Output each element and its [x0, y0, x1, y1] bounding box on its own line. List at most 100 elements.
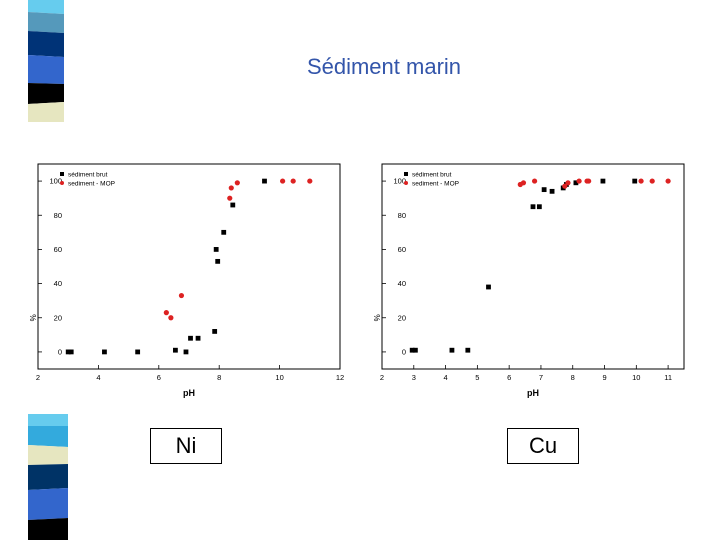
ni-y-tick-label: 20: [54, 313, 62, 322]
ni-x-tick-label: 4: [96, 373, 100, 382]
cu-point-brut: [536, 204, 542, 210]
chart-cu: 2 3 4 5 6 7 8 9 10 11 0 20 40 60 80 100 pH% sédiment brut…: [373, 163, 685, 398]
ni-legend-marker: [60, 181, 64, 185]
ni-legend-label: sediment - MOP: [68, 181, 115, 188]
deco-block: [28, 414, 68, 426]
cu-point-brut: [632, 178, 638, 184]
ni-point-mop: [168, 315, 174, 321]
cu-point-brut: [412, 347, 418, 353]
cu-point-brut: [486, 284, 491, 290]
deco-block: [28, 426, 68, 447]
ni-x-tick-label: 2: [36, 373, 40, 382]
deco-block: [28, 0, 64, 14]
cu-point-brut: [573, 180, 579, 186]
ni-point-brut: [195, 335, 201, 341]
ni-x-tick-label: 10: [275, 373, 283, 382]
ni-point-mop: [178, 292, 185, 299]
ni-x-tick-label: 6: [157, 373, 161, 382]
cu-x-tick-label: 8: [571, 373, 575, 382]
cu-point-mop: [649, 178, 655, 184]
deco-block: [28, 102, 64, 122]
chart-ni: 2 4 6 8 10 12 0 20 40 60 80 100 pH% sédiment brut sedi…: [29, 163, 344, 398]
ni-y-tick-label: 60: [54, 245, 62, 254]
cu-x-tick-label: 6: [507, 373, 511, 382]
deco-block: [28, 12, 64, 33]
cu-legend-marker: [404, 181, 408, 185]
ni-point-mop: [228, 185, 234, 191]
cu-point-mop: [638, 178, 644, 184]
cu-x-tick-label: 4: [443, 373, 447, 382]
ni-point-mop: [234, 180, 240, 186]
cu-y-tick-label: 20: [398, 313, 406, 322]
ni-point-mop: [290, 178, 296, 184]
ni-y-tick-label: 80: [54, 211, 62, 220]
ni-point-mop: [307, 178, 313, 184]
slide-title: Sédiment marin: [306, 54, 462, 79]
cu-x-tick-label: 10: [632, 373, 640, 382]
deco-block: [28, 445, 68, 465]
cu-y-tick-label: 40: [398, 279, 406, 288]
deco-block: [28, 518, 68, 540]
cu-x-axis-label: pH: [527, 388, 539, 398]
cu-x-tick-label: 2: [380, 373, 384, 382]
ni-plot-frame: [37, 163, 341, 370]
ni-y-axis-label: %: [29, 314, 38, 321]
cu-point-brut: [600, 178, 606, 184]
ni-point-brut: [68, 349, 74, 355]
cu-legend-label: sediment - MOP: [412, 181, 459, 188]
decorative-blocks-bottom: [28, 414, 68, 540]
ni-x-axis-label: pH: [183, 388, 195, 398]
cu-legend-marker: [404, 172, 408, 176]
deco-block: [28, 31, 64, 57]
ni-x-tick-label: 8: [217, 373, 221, 382]
ni-y-tick-label: 40: [54, 279, 62, 288]
ni-point-brut: [102, 349, 107, 355]
label-ni: Ni: [150, 428, 222, 464]
ni-point-brut: [230, 202, 236, 208]
ni-point-brut: [221, 229, 227, 235]
decorative-blocks-top: [28, 0, 64, 122]
deco-block: [28, 488, 68, 520]
cu-plot-frame: [381, 163, 685, 370]
cu-point-mop: [562, 183, 568, 189]
cu-point-mop: [531, 178, 538, 184]
cu-point-brut: [449, 347, 455, 353]
cu-x-tick-label: 5: [475, 373, 479, 382]
cu-point-mop: [520, 180, 527, 186]
ni-point-mop: [280, 178, 286, 184]
ni-point-brut: [213, 247, 219, 252]
ni-point-brut: [215, 258, 221, 264]
ni-point-brut: [135, 349, 141, 355]
ni-y-tick-label: 100: [49, 177, 62, 186]
cu-point-mop: [565, 180, 571, 186]
cu-point-mop: [586, 178, 592, 184]
ni-x-tick-label: 12: [336, 373, 344, 382]
ni-point-brut: [65, 349, 71, 355]
cu-x-tick-label: 9: [602, 373, 606, 382]
cu-x-tick-label: 11: [664, 373, 672, 382]
ni-y-tick-label: 0: [58, 347, 62, 356]
cu-point-brut: [549, 188, 555, 194]
cu-point-mop: [576, 178, 582, 184]
cu-legend-label: sédiment brut: [412, 172, 452, 179]
deco-block: [28, 83, 64, 104]
ni-point-mop: [163, 310, 169, 316]
cu-x-tick-label: 3: [412, 373, 416, 382]
cu-y-tick-label: 60: [398, 245, 406, 254]
ni-point-brut: [212, 329, 218, 334]
ni-point-brut: [188, 335, 193, 341]
ni-legend-label: sédiment brut: [68, 172, 108, 179]
cu-point-brut: [541, 187, 547, 193]
cu-point-mop: [665, 178, 671, 184]
cu-point-brut: [409, 347, 415, 353]
deco-block: [28, 55, 64, 84]
cu-y-tick-label: 80: [398, 211, 406, 220]
deco-block: [28, 464, 68, 490]
cu-y-axis-label: %: [373, 314, 382, 321]
cu-point-brut: [530, 204, 536, 210]
ni-point-brut: [183, 349, 189, 355]
cu-x-tick-label: 7: [539, 373, 543, 382]
cu-point-brut: [465, 347, 471, 353]
cu-y-tick-label: 100: [393, 177, 406, 186]
ni-point-brut: [173, 347, 178, 353]
